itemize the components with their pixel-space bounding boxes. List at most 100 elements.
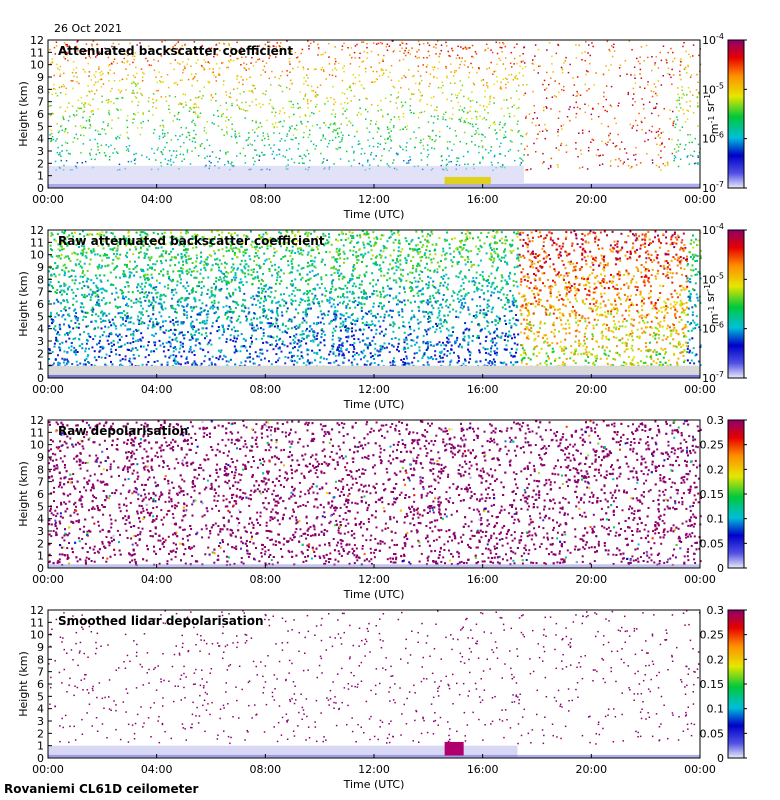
plot-area xyxy=(48,420,700,568)
y-axis-label: Height (km) xyxy=(17,271,30,337)
x-tick-label: 00:00 xyxy=(32,383,64,396)
colorbar-tick-label: 0.25 xyxy=(700,629,725,642)
x-tick-label: 20:00 xyxy=(575,193,607,206)
x-tick-label: 20:00 xyxy=(575,763,607,776)
panel-2: Raw attenuated backscatter coefficient 0 1… xyxy=(17,222,747,411)
y-tick-label: 10 xyxy=(30,629,44,642)
y-tick-label: 7 xyxy=(37,666,44,679)
x-tick-label: 00:00 xyxy=(32,763,64,776)
colorbar-tick-label: 10-7 xyxy=(702,180,724,195)
x-tick-label: 08:00 xyxy=(249,763,281,776)
y-axis-label: Height (km) xyxy=(17,651,30,717)
y-tick-label: 9 xyxy=(37,451,44,464)
x-tick-label: 00:00 xyxy=(684,193,716,206)
y-tick-label: 11 xyxy=(30,46,44,59)
colorbar-tick-label: 10-5 xyxy=(702,271,724,286)
y-tick-label: 2 xyxy=(37,347,44,360)
y-tick-label: 12 xyxy=(30,224,44,237)
colorbar-tick-label: 0 xyxy=(717,562,724,575)
colorbar-unit-label: m-1 sr-1 xyxy=(703,94,721,134)
y-tick-label: 8 xyxy=(37,83,44,96)
footer-label: Rovaniemi CL61D ceilometer xyxy=(4,782,199,796)
x-tick-label: 04:00 xyxy=(141,763,173,776)
y-tick-label: 3 xyxy=(37,335,44,348)
y-tick-label: 4 xyxy=(37,133,44,146)
y-tick-label: 5 xyxy=(37,500,44,513)
colorbar-tick-label: 0.05 xyxy=(700,537,725,550)
panel-title: Raw depolarisation xyxy=(58,424,188,438)
y-axis-label: Height (km) xyxy=(17,81,30,147)
x-tick-label: 08:00 xyxy=(249,573,281,586)
x-tick-label: 16:00 xyxy=(467,383,499,396)
x-tick-label: 00:00 xyxy=(684,383,716,396)
y-tick-label: 9 xyxy=(37,261,44,274)
y-tick-label: 2 xyxy=(37,727,44,740)
colorbar-tick-label: 10-7 xyxy=(702,370,724,385)
colorbar-tick-label: 0 xyxy=(717,752,724,765)
colorbar-tick-label: 10-6 xyxy=(702,321,724,336)
y-tick-label: 8 xyxy=(37,653,44,666)
x-tick-label: 04:00 xyxy=(141,193,173,206)
colorbar-tick-label: 0.3 xyxy=(707,604,725,617)
x-tick-label: 12:00 xyxy=(358,763,390,776)
y-tick-label: 4 xyxy=(37,513,44,526)
y-tick-label: 2 xyxy=(37,157,44,170)
x-tick-label: 04:00 xyxy=(141,383,173,396)
x-tick-label: 00:00 xyxy=(32,193,64,206)
x-tick-label: 12:00 xyxy=(358,193,390,206)
y-tick-label: 0 xyxy=(37,372,44,385)
colorbar xyxy=(727,39,745,189)
y-tick-label: 5 xyxy=(37,690,44,703)
y-tick-label: 8 xyxy=(37,463,44,476)
y-tick-label: 0 xyxy=(37,752,44,765)
x-axis-label: Time (UTC) xyxy=(343,588,405,601)
x-axis-label: Time (UTC) xyxy=(343,208,405,221)
colorbar-tick-label: 0.1 xyxy=(707,703,725,716)
y-tick-label: 5 xyxy=(37,120,44,133)
y-tick-label: 10 xyxy=(30,59,44,72)
x-axis-label: Time (UTC) xyxy=(343,778,405,791)
y-tick-label: 0 xyxy=(37,182,44,195)
panel-title: Raw attenuated backscatter coefficient xyxy=(58,234,325,248)
colorbar-tick-label: 10-4 xyxy=(702,222,724,237)
colorbar-unit-label: m-1 sr-1 xyxy=(703,284,721,324)
y-tick-label: 6 xyxy=(37,678,44,691)
colorbar-tick-label: 0.2 xyxy=(707,463,725,476)
x-tick-label: 20:00 xyxy=(575,383,607,396)
x-tick-label: 00:00 xyxy=(684,573,716,586)
colorbar-tick-label: 10-6 xyxy=(702,131,724,146)
panel-title: Smoothed lidar depolarisation xyxy=(58,614,264,628)
colorbar-tick-label: 10-5 xyxy=(702,81,724,96)
y-tick-label: 0 xyxy=(37,562,44,575)
y-tick-label: 9 xyxy=(37,641,44,654)
y-tick-label: 4 xyxy=(37,323,44,336)
y-tick-label: 11 xyxy=(30,616,44,629)
y-tick-label: 10 xyxy=(30,249,44,262)
y-tick-label: 1 xyxy=(37,740,44,753)
x-tick-label: 12:00 xyxy=(358,383,390,396)
colorbar-tick-label: 0.2 xyxy=(707,653,725,666)
y-tick-label: 12 xyxy=(30,34,44,47)
y-tick-label: 11 xyxy=(30,426,44,439)
y-tick-label: 12 xyxy=(30,604,44,617)
y-tick-label: 2 xyxy=(37,537,44,550)
y-tick-label: 9 xyxy=(37,71,44,84)
panel-3: Raw depolarisation0123456789101112Height… xyxy=(17,414,747,601)
y-tick-label: 3 xyxy=(37,715,44,728)
y-tick-label: 3 xyxy=(37,525,44,538)
x-tick-label: 00:00 xyxy=(32,573,64,586)
y-axis-label: Height (km) xyxy=(17,461,30,527)
y-tick-label: 5 xyxy=(37,310,44,323)
panel-1: Attenuated backscatter coefficient012345… xyxy=(17,32,747,221)
panel-title: Attenuated backscatter coefficient xyxy=(58,44,293,58)
colorbar xyxy=(727,229,745,379)
y-tick-label: 4 xyxy=(37,703,44,716)
colorbar-tick-label: 0.25 xyxy=(700,439,725,452)
x-tick-label: 20:00 xyxy=(575,573,607,586)
x-tick-label: 08:00 xyxy=(249,193,281,206)
x-tick-label: 08:00 xyxy=(249,383,281,396)
y-tick-label: 7 xyxy=(37,286,44,299)
x-tick-label: 16:00 xyxy=(467,193,499,206)
